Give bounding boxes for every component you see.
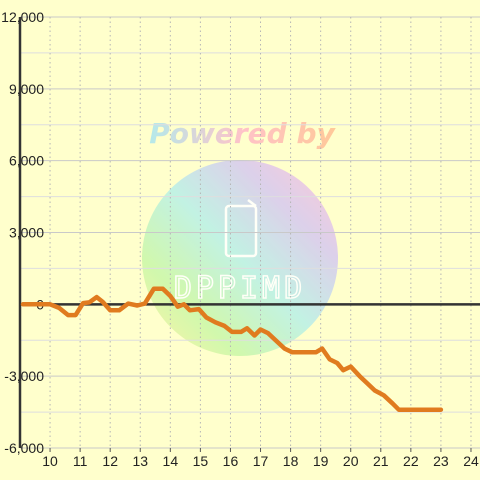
- data-point: [88, 301, 90, 303]
- grid: [20, 16, 480, 449]
- axes: [18, 17, 480, 448]
- data-point: [267, 332, 269, 334]
- x-tick-label: 24: [463, 453, 479, 469]
- y-tick-label: 12,000: [1, 9, 44, 25]
- data-point: [231, 331, 233, 333]
- data-point: [440, 409, 442, 411]
- data-point: [214, 321, 216, 323]
- x-tick-label: 16: [223, 453, 239, 469]
- x-tick-label: 14: [163, 453, 179, 469]
- data-point: [374, 390, 376, 392]
- series-line: [20, 286, 444, 412]
- y-tick-label: -6,000: [4, 440, 44, 456]
- x-tick-label: 18: [283, 453, 299, 469]
- x-tick-label: 19: [313, 453, 329, 469]
- x-tick-label: 13: [132, 453, 148, 469]
- data-point: [198, 308, 200, 310]
- data-point: [118, 309, 120, 311]
- data-point: [189, 309, 191, 311]
- data-point: [240, 331, 242, 333]
- data-point: [49, 303, 51, 305]
- data-point: [58, 307, 60, 309]
- data-point: [136, 305, 138, 307]
- data-point: [205, 317, 207, 319]
- watermark-disc: [142, 160, 338, 356]
- data-point: [109, 309, 111, 311]
- data-point: [383, 394, 385, 396]
- data-point: [153, 288, 155, 290]
- data-point: [398, 409, 400, 411]
- data-point: [366, 382, 368, 384]
- data-point: [223, 325, 225, 327]
- watermark: Powered by DPPIMD: [142, 117, 338, 356]
- data-point: [127, 303, 129, 305]
- y-tick-label: -3,000: [4, 368, 44, 384]
- data-point: [275, 339, 277, 341]
- data-point: [315, 351, 317, 353]
- data-point: [162, 288, 164, 290]
- x-tick-label: 10: [42, 453, 58, 469]
- series: [20, 286, 444, 412]
- y-tick-label: 3,000: [9, 225, 44, 241]
- data-point: [336, 362, 338, 364]
- data-point: [359, 375, 361, 377]
- data-point: [22, 303, 24, 305]
- data-point: [82, 302, 84, 304]
- data-point: [291, 351, 293, 353]
- y-tick-label: 9,000: [9, 81, 44, 97]
- data-point: [321, 348, 323, 350]
- x-tick-label: 12: [102, 453, 118, 469]
- data-point: [300, 351, 302, 353]
- data-point: [342, 369, 344, 371]
- data-point: [329, 358, 331, 360]
- x-tick-label: 11: [73, 453, 88, 469]
- data-point: [350, 366, 352, 368]
- data-point: [410, 409, 412, 411]
- data-point: [260, 328, 262, 330]
- data-point: [246, 327, 248, 329]
- x-tick-label: 23: [433, 453, 449, 469]
- data-point: [144, 303, 146, 305]
- x-tick-label: 21: [373, 453, 389, 469]
- x-tick-label: 15: [193, 453, 209, 469]
- x-axis-ticks: 10 11 12 13 14 15 16 17 18 19 20 21 22 23 24: [42, 448, 479, 469]
- data-point: [254, 334, 256, 336]
- x-tick-label: 22: [403, 453, 419, 469]
- data-point: [425, 409, 427, 411]
- data-point: [392, 403, 394, 405]
- watermark-brand: DPPIMD: [174, 271, 306, 306]
- data-point: [183, 303, 185, 305]
- data-point: [309, 351, 311, 353]
- x-tick-label: 17: [253, 453, 269, 469]
- watermark-logo-tab: [247, 199, 257, 207]
- data-point: [102, 301, 104, 303]
- watermark-logo-icon: [224, 204, 258, 258]
- data-point: [75, 314, 77, 316]
- data-point: [96, 296, 98, 298]
- data-point: [67, 314, 69, 316]
- data-point: [169, 295, 171, 297]
- x-tick-label: 20: [343, 453, 359, 469]
- data-point: [177, 306, 179, 308]
- data-point: [284, 348, 286, 350]
- y-tick-label: 6,000: [9, 153, 44, 169]
- watermark-text: Powered by: [149, 117, 336, 150]
